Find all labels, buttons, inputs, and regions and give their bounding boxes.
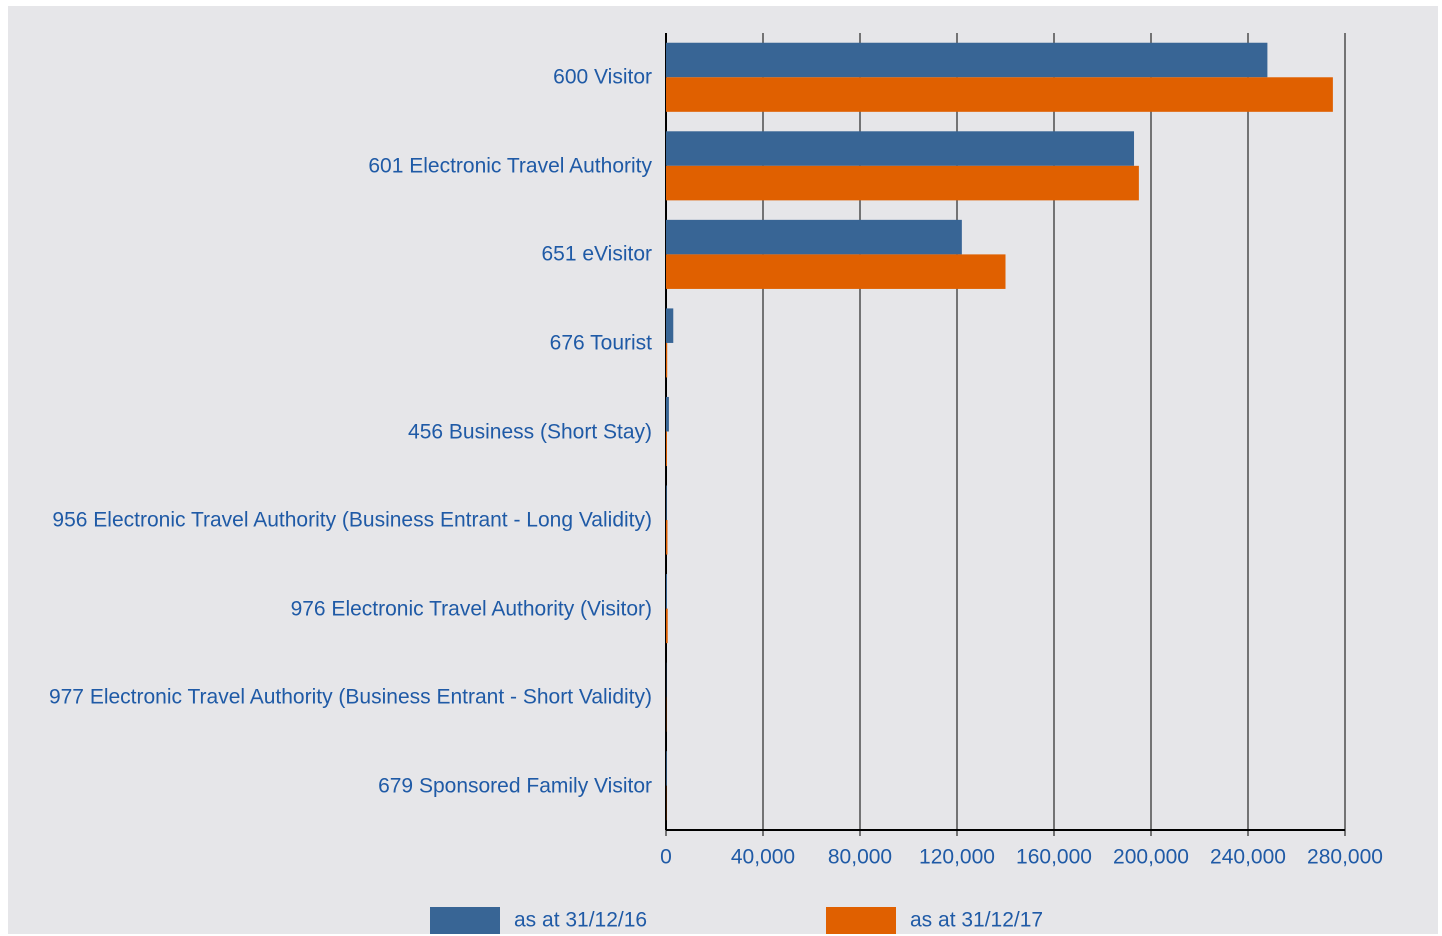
y-tick-label: 679 Sponsored Family Visitor [378,774,652,798]
bar [666,520,668,555]
x-tick-label: 200,000 [1113,846,1189,869]
y-tick-label: 651 eVisitor [541,242,652,266]
y-tick-label: 956 Electronic Travel Authority (Busines… [52,508,652,532]
bar [666,431,667,467]
bar [666,254,1006,289]
bar [666,751,667,786]
y-tick-label: 976 Electronic Travel Authority (Visitor… [290,597,652,621]
bar [666,308,674,343]
x-tick-label: 280,000 [1307,846,1383,869]
x-tick-label: 240,000 [1210,846,1286,869]
legend-swatch [826,907,896,934]
legend-label: as at 31/12/16 [514,909,647,932]
bar [666,77,1333,112]
bar [666,165,1139,201]
legend-label: as at 31/12/17 [910,909,1043,932]
y-tick-label: 977 Electronic Travel Authority (Busines… [48,685,652,709]
y-tick-label: 456 Business (Short Stay) [408,420,652,443]
x-tick-label: 40,000 [731,846,795,869]
x-tick-label: 0 [660,846,672,869]
bar [666,396,669,432]
y-tick-label: 676 Tourist [549,331,652,355]
bar [666,219,962,255]
bar [666,608,668,644]
y-tick-label: 601 Electronic Travel Authority [368,154,652,178]
bar [666,342,668,378]
bar [666,574,667,609]
x-tick-label: 160,000 [1016,846,1092,869]
x-tick-label: 120,000 [919,846,995,869]
bar [666,485,667,521]
x-tick-label: 80,000 [828,846,892,869]
bar [666,131,1135,166]
bar [666,42,1268,78]
legend-swatch [430,907,500,934]
y-tick-label: 600 Visitor [553,65,652,89]
